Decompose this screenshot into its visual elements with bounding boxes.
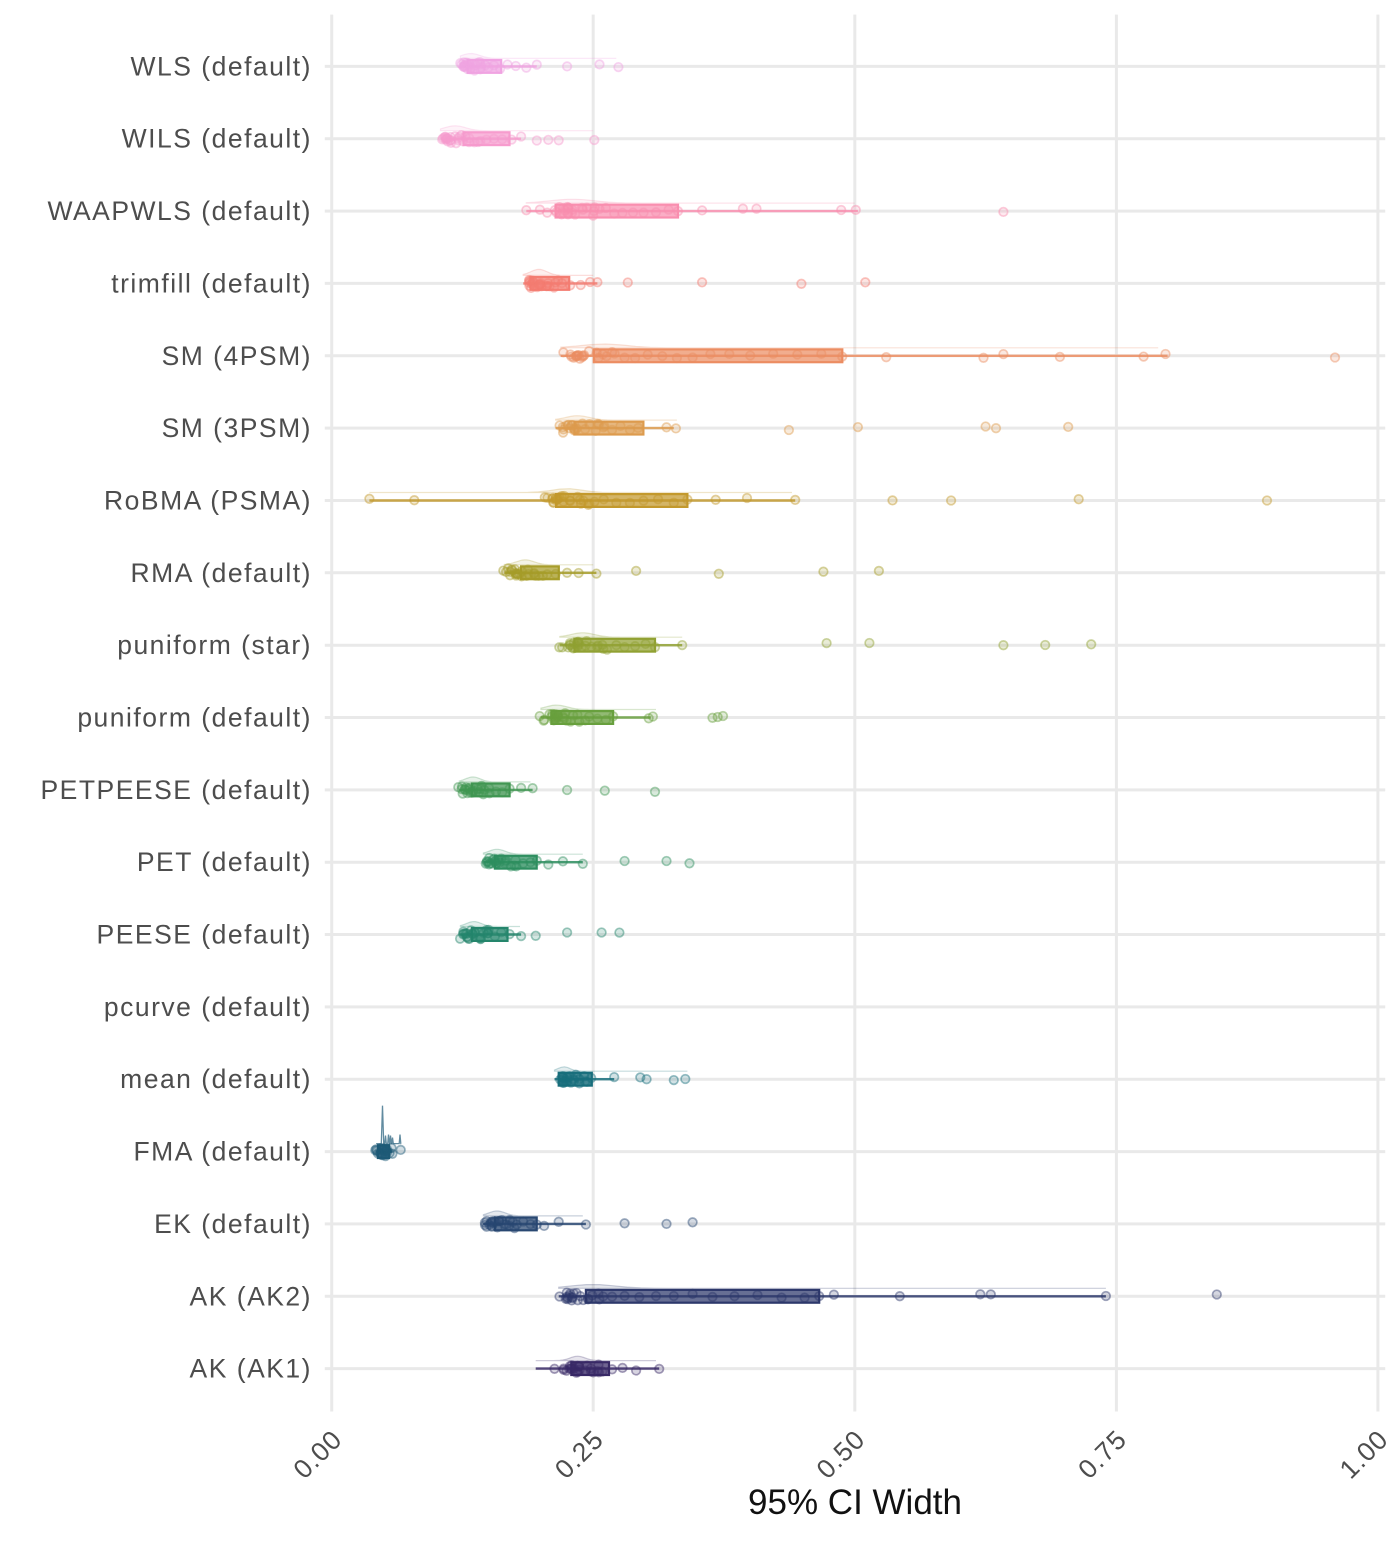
- svg-text:WAAPWLS (default): WAAPWLS (default): [47, 196, 312, 226]
- svg-text:FMA (default): FMA (default): [133, 1137, 312, 1167]
- svg-text:95% CI Width: 95% CI Width: [748, 1483, 962, 1522]
- svg-text:PETPEESE (default): PETPEESE (default): [41, 775, 313, 805]
- svg-text:mean (default): mean (default): [120, 1064, 312, 1094]
- svg-text:puniform (star): puniform (star): [117, 630, 312, 660]
- svg-text:puniform (default): puniform (default): [77, 703, 312, 733]
- svg-text:SM (4PSM): SM (4PSM): [162, 341, 312, 371]
- svg-text:WILS (default): WILS (default): [122, 124, 312, 154]
- svg-text:EK (default): EK (default): [154, 1209, 312, 1239]
- svg-text:AK (AK1): AK (AK1): [190, 1354, 312, 1384]
- svg-text:trimfill (default): trimfill (default): [111, 268, 312, 298]
- svg-text:PEESE (default): PEESE (default): [97, 920, 312, 950]
- svg-text:PET (default): PET (default): [137, 847, 312, 877]
- svg-text:SM (3PSM): SM (3PSM): [162, 413, 312, 443]
- svg-text:RoBMA (PSMA): RoBMA (PSMA): [104, 486, 312, 516]
- svg-text:AK (AK2): AK (AK2): [190, 1281, 312, 1311]
- svg-text:pcurve (default): pcurve (default): [104, 992, 312, 1022]
- svg-text:WLS (default): WLS (default): [130, 51, 312, 81]
- svg-text:RMA (default): RMA (default): [130, 558, 312, 588]
